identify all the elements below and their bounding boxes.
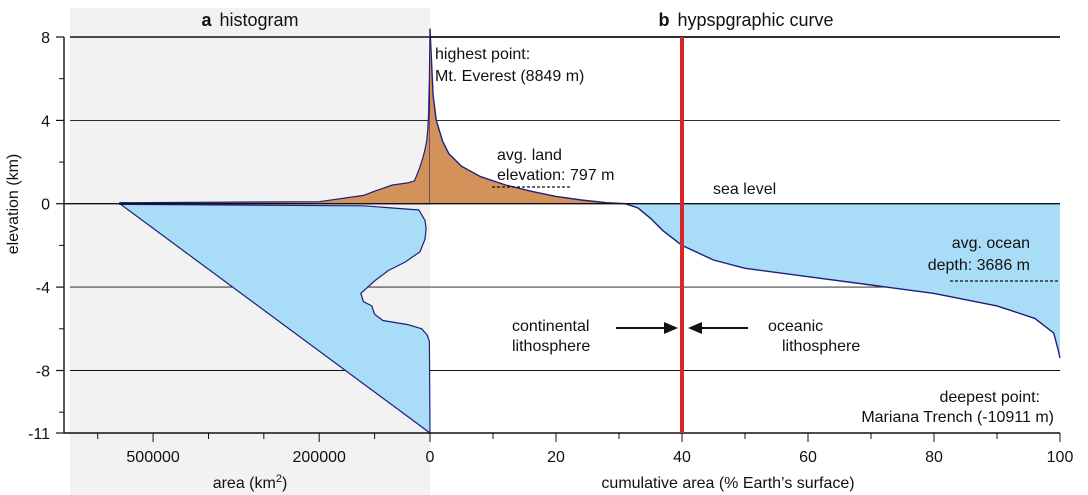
land-histogram-area: [119, 28, 431, 205]
y-tick-label: 0: [41, 197, 50, 214]
continental-label-line1: continental: [512, 318, 589, 335]
oceanic-arrow-head: [688, 322, 702, 334]
y-axis-label: elevation (km): [5, 154, 22, 254]
oceanic-label-line1: oceanic: [768, 318, 823, 335]
avg-land-label-line2: elevation: 797 m: [497, 167, 614, 184]
y-tick-label: -8: [36, 364, 50, 381]
sea-level-label: sea level: [713, 181, 776, 198]
histogram-x-tick-label: 500000: [126, 449, 179, 466]
cumulative-x-tick-label: 80: [925, 449, 943, 466]
panel-b-name: hypspgraphic curve: [677, 10, 833, 30]
highest-point-label-line2: Mt. Everest (8849 m): [435, 68, 584, 85]
avg-ocean-label-line2: depth: 3686 m: [928, 257, 1030, 274]
avg-ocean-label-line1: avg. ocean: [952, 235, 1030, 252]
panel-a-name: histogram: [219, 10, 298, 30]
cumulative-x-tick-label: 100: [1047, 449, 1074, 466]
x-axis-label-area-sup: 2: [276, 473, 282, 485]
cumulative-x-tick-label: 40: [673, 449, 691, 466]
axes: [56, 36, 1061, 442]
deepest-point-label-line2: Mariana Trench (-10911 m): [861, 409, 1054, 426]
x-axis-label-area: area (km2): [213, 473, 288, 492]
histogram-areas: [119, 28, 431, 435]
hypsographic-areas: [429, 28, 1061, 359]
continental-label-line2: lithosphere: [512, 338, 590, 355]
highest-point-label-line1: highest point:: [435, 46, 530, 63]
oceanic-label-line2: lithosphere: [782, 338, 860, 355]
histogram-x-tick-label: 200000: [293, 449, 346, 466]
histogram-x-tick-label: 0: [426, 449, 435, 466]
deepest-point-label-line1: deepest point:: [939, 389, 1040, 406]
panel-a-letter: a: [201, 10, 212, 30]
panel-a-title: a histogram: [201, 10, 298, 30]
land-cumulative-area: [430, 28, 626, 204]
y-tick-label: -4: [36, 280, 50, 297]
continental-arrow-head: [664, 322, 678, 334]
y-tick-label: 8: [41, 30, 50, 47]
hypsographic-curve-line: [429, 28, 1061, 359]
x-axis-label-area-close: ): [282, 475, 287, 492]
panel-b-title: b hypspgraphic curve: [658, 10, 833, 30]
ocean-histogram-area: [119, 202, 431, 435]
x-axis-label-area-text: area (km: [213, 475, 276, 492]
y-tick-label: -11: [28, 426, 50, 443]
avg-land-label-line1: avg. land: [497, 147, 562, 164]
cumulative-x-tick-label: 20: [547, 449, 565, 466]
x-axis-label-cumulative: cumulative area (% Earth’s surface): [601, 475, 854, 492]
y-tick-label: 4: [41, 113, 50, 130]
panel-b-letter: b: [658, 10, 669, 30]
cumulative-x-tick-label: 60: [799, 449, 817, 466]
